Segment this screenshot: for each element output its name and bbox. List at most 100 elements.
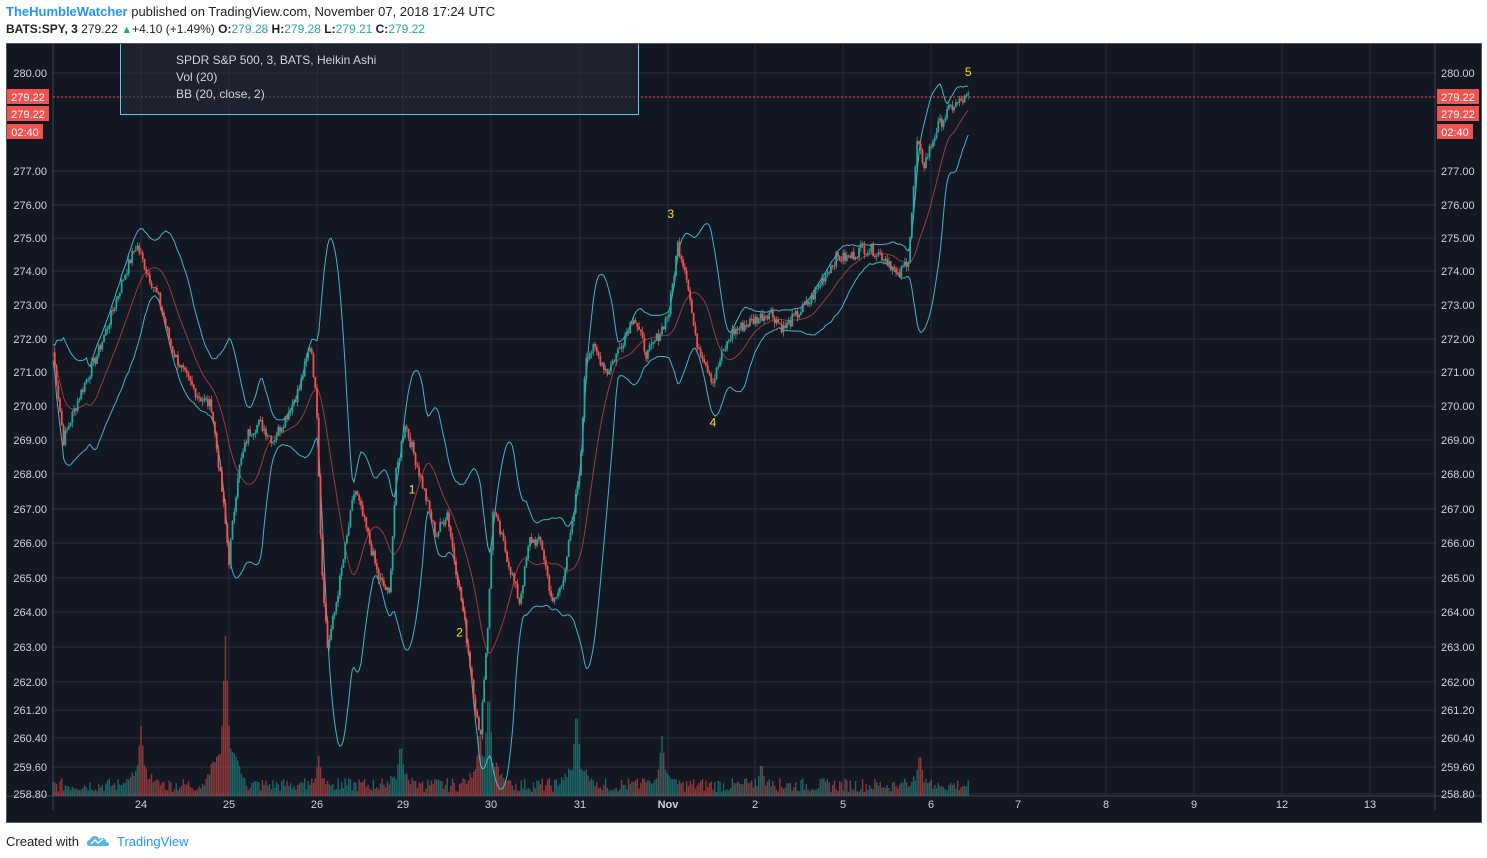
volume-bar [443,788,445,796]
volume-bar [83,785,86,796]
candle-body [53,352,56,366]
candle-body [462,600,464,612]
volume-bar [407,779,410,796]
volume-bar [68,786,70,796]
candle-body [546,566,549,577]
candle-body [245,442,248,444]
volume-bar [247,790,250,796]
candle-body [354,491,357,495]
candle-body [442,522,445,525]
volume-bar [82,788,84,796]
candle-body [423,488,426,490]
candle-body [170,339,172,347]
candle-body [529,537,531,547]
candle-body [611,360,614,365]
candle-body [337,595,340,603]
y-tick-label-right: 259.60 [1441,762,1475,774]
volume-bar [92,791,95,796]
candle-body [377,569,380,580]
volume-bar [751,780,753,796]
volume-bar [851,789,853,796]
candle-body [379,577,382,580]
price-chart[interactable]: 280.00 280.00 277.00 277.00 276.00 276.00 275.… [7,44,1481,822]
candle-body [789,320,792,327]
volume-bar [847,791,850,796]
candle-body [368,532,371,544]
candle-body [73,408,76,413]
volume-bar [351,790,353,796]
last-price: 279.22 [81,22,118,36]
candle-body [263,428,266,431]
candle-body [787,320,790,323]
volume-bar [464,779,466,796]
volume-bar [346,785,348,796]
price-tag-right-2-bg [1437,106,1479,121]
volume-bar [143,765,146,796]
volume-bar [318,756,320,796]
candle-body [331,615,334,630]
tradingview-link[interactable]: TradingView [116,833,189,849]
volume-bar [553,780,556,796]
candle-body [319,476,322,535]
volume-bar [515,783,517,796]
volume-bar [953,783,955,796]
candle-body [307,351,310,358]
volume-bar [268,784,271,796]
volume-bar [282,779,285,796]
volume-bar [809,791,811,796]
candle-body [608,371,611,375]
candle-body [801,304,804,313]
candle-body [722,349,725,351]
legend-series-title[interactable]: SPDR S&P 500, 3, BATS, Heikin Ashi [176,53,377,67]
volume-bar [425,788,427,796]
author-link[interactable]: TheHumbleWatcher [6,4,128,19]
volume-bar [587,775,589,796]
candle-body [361,505,364,517]
candle-body [553,598,556,602]
y-tick-label-left: 275.00 [13,233,47,245]
candle-body [314,377,317,388]
volume-bar [106,780,109,796]
volume-bar [897,788,899,796]
candle-body [821,277,824,285]
candle-body [761,313,764,322]
volume-bar [355,782,357,796]
candle-body [374,551,376,564]
volume-bar [895,785,897,796]
volume-bar [631,781,633,796]
y-tick-label-left: 263.00 [13,642,47,654]
candle-body [242,451,244,459]
y-tick-label-right: 275.00 [1441,233,1475,245]
volume-bar [136,765,139,796]
candle-body [140,252,142,254]
candle-body [963,95,966,103]
candle-body [511,573,514,575]
x-tick-label: 12 [1276,799,1288,811]
candle-body [536,539,538,546]
volume-bar [582,770,584,796]
volume-bar [826,779,829,796]
wave-label-1: 1 [409,482,416,496]
candle-body [99,345,102,350]
volume-bar [626,789,628,796]
volume-bar [655,778,658,796]
volume-bar [298,783,301,796]
indicator-legend[interactable]: SPDR S&P 500, 3, BATS, Heikin Ashi Vol (… [120,44,639,115]
candle-body [254,432,257,434]
legend-bollinger[interactable]: BB (20, close, 2) [176,87,265,101]
volume-bar [839,781,841,796]
symbol-info-bar: BATS:SPY, 3 279.22 ▲+4.10 (+1.49%) O:279… [6,22,425,38]
y-tick-label-right: 258.80 [1441,789,1475,801]
legend-volume[interactable]: Vol (20) [176,70,218,84]
candle-body [666,317,669,319]
candle-body [893,266,896,269]
candle-body [249,429,252,436]
volume-bar [376,787,378,796]
chart-pane[interactable]: 280.00 280.00 277.00 277.00 276.00 276.00 275.… [6,43,1482,823]
candle-body [729,339,732,341]
volume-bar [307,780,309,796]
y-tick-label-right: 262.00 [1441,677,1475,689]
volume-bar [963,785,966,796]
volume-bar [724,790,727,796]
volume-bar [958,790,961,796]
